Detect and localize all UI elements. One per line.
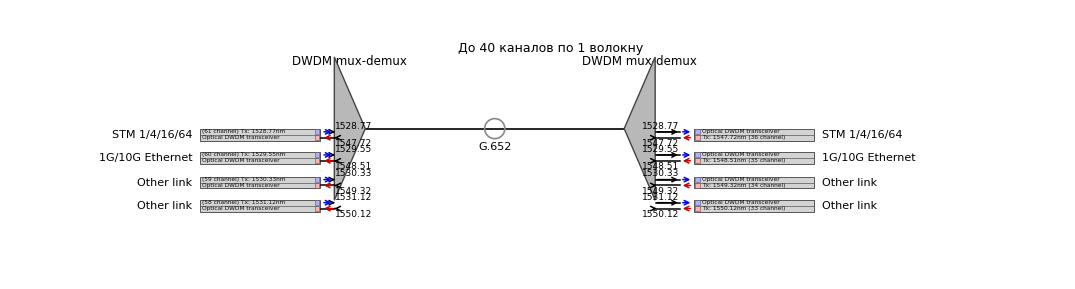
Polygon shape xyxy=(625,57,655,200)
Text: 1531.12: 1531.12 xyxy=(335,192,372,201)
Bar xyxy=(694,152,700,158)
Text: Tx: 1548.51nm (35 channel): Tx: 1548.51nm (35 channel) xyxy=(702,158,785,164)
Bar xyxy=(315,200,319,205)
Text: 1547.72: 1547.72 xyxy=(335,139,372,148)
Bar xyxy=(315,206,319,211)
Bar xyxy=(315,135,319,140)
Text: Optical DWDM transceiver: Optical DWDM transceiver xyxy=(702,129,779,134)
Bar xyxy=(694,206,700,211)
Text: (61 channel) Tx: 1528.77nm: (61 channel) Tx: 1528.77nm xyxy=(202,129,286,134)
Bar xyxy=(315,183,319,188)
Text: До 40 каналов по 1 волокну: До 40 каналов по 1 волокну xyxy=(458,42,644,55)
Bar xyxy=(200,177,320,188)
Text: G.652: G.652 xyxy=(478,142,512,153)
Bar xyxy=(200,129,320,141)
Text: 1G/10G Ethernet: 1G/10G Ethernet xyxy=(99,153,192,163)
Text: STM 1/4/16/64: STM 1/4/16/64 xyxy=(112,130,192,140)
Text: Other link: Other link xyxy=(138,201,192,211)
Text: Optical DWDM transceiver: Optical DWDM transceiver xyxy=(202,183,280,188)
Text: 1548.51: 1548.51 xyxy=(642,162,679,171)
Bar xyxy=(694,135,700,140)
Text: Optical DWDM transceiver: Optical DWDM transceiver xyxy=(702,152,779,157)
Text: Optical DWDM transceiver: Optical DWDM transceiver xyxy=(702,200,779,205)
Text: Optical DWDM transceiver: Optical DWDM transceiver xyxy=(202,135,280,140)
Bar xyxy=(200,200,320,212)
Text: (59 channel) Tx: 1530.33nm: (59 channel) Tx: 1530.33nm xyxy=(202,177,286,182)
Bar xyxy=(694,177,700,182)
Text: 1549.32: 1549.32 xyxy=(642,187,679,196)
Bar xyxy=(694,129,814,141)
Bar xyxy=(694,158,700,164)
Text: 1G/10G Ethernet: 1G/10G Ethernet xyxy=(821,153,916,163)
Text: 1549.32: 1549.32 xyxy=(335,187,372,196)
Text: Other link: Other link xyxy=(821,177,877,188)
Text: 1548.51: 1548.51 xyxy=(335,162,372,171)
Text: Other link: Other link xyxy=(138,177,192,188)
Text: DWDM mux-demux: DWDM mux-demux xyxy=(292,55,407,68)
Text: Optical DWDM transceiver: Optical DWDM transceiver xyxy=(202,206,280,211)
Bar xyxy=(315,152,319,158)
Text: Other link: Other link xyxy=(821,201,877,211)
Text: 1528.77: 1528.77 xyxy=(335,122,372,131)
Text: 1550.12: 1550.12 xyxy=(642,210,679,219)
Bar xyxy=(200,152,320,164)
Text: 1531.12: 1531.12 xyxy=(642,192,679,201)
Polygon shape xyxy=(334,57,366,200)
Text: 1529.55: 1529.55 xyxy=(335,145,372,154)
Text: 1530.33: 1530.33 xyxy=(642,169,679,178)
Text: Tx: 1550.12nm (33 channel): Tx: 1550.12nm (33 channel) xyxy=(702,206,785,211)
Text: DWDM mux-demux: DWDM mux-demux xyxy=(583,55,697,68)
Bar xyxy=(694,152,814,164)
Bar xyxy=(315,177,319,182)
Text: 1547.72: 1547.72 xyxy=(642,139,679,148)
Bar xyxy=(694,177,814,188)
Text: Optical DWDM transceiver: Optical DWDM transceiver xyxy=(702,177,779,182)
Text: 1528.77: 1528.77 xyxy=(642,122,679,131)
Text: 1550.12: 1550.12 xyxy=(335,210,372,219)
Text: 1529.55: 1529.55 xyxy=(642,145,679,154)
Bar xyxy=(315,129,319,134)
Text: Tx: 1547.72nm (36 channel): Tx: 1547.72nm (36 channel) xyxy=(702,135,785,140)
Text: Optical DWDM transceiver: Optical DWDM transceiver xyxy=(202,158,280,164)
Text: 1530.33: 1530.33 xyxy=(335,169,372,178)
Bar xyxy=(694,200,700,205)
Bar xyxy=(315,158,319,164)
Bar xyxy=(694,129,700,134)
Text: STM 1/4/16/64: STM 1/4/16/64 xyxy=(821,130,902,140)
Bar xyxy=(694,183,700,188)
Text: (58 channel) Tx: 1531.12nm: (58 channel) Tx: 1531.12nm xyxy=(202,200,286,205)
Bar xyxy=(694,200,814,212)
Text: (60 channel) Tx: 1529.55nm: (60 channel) Tx: 1529.55nm xyxy=(202,152,286,157)
Text: Tx: 1549.32nm (34 channel): Tx: 1549.32nm (34 channel) xyxy=(702,183,786,188)
